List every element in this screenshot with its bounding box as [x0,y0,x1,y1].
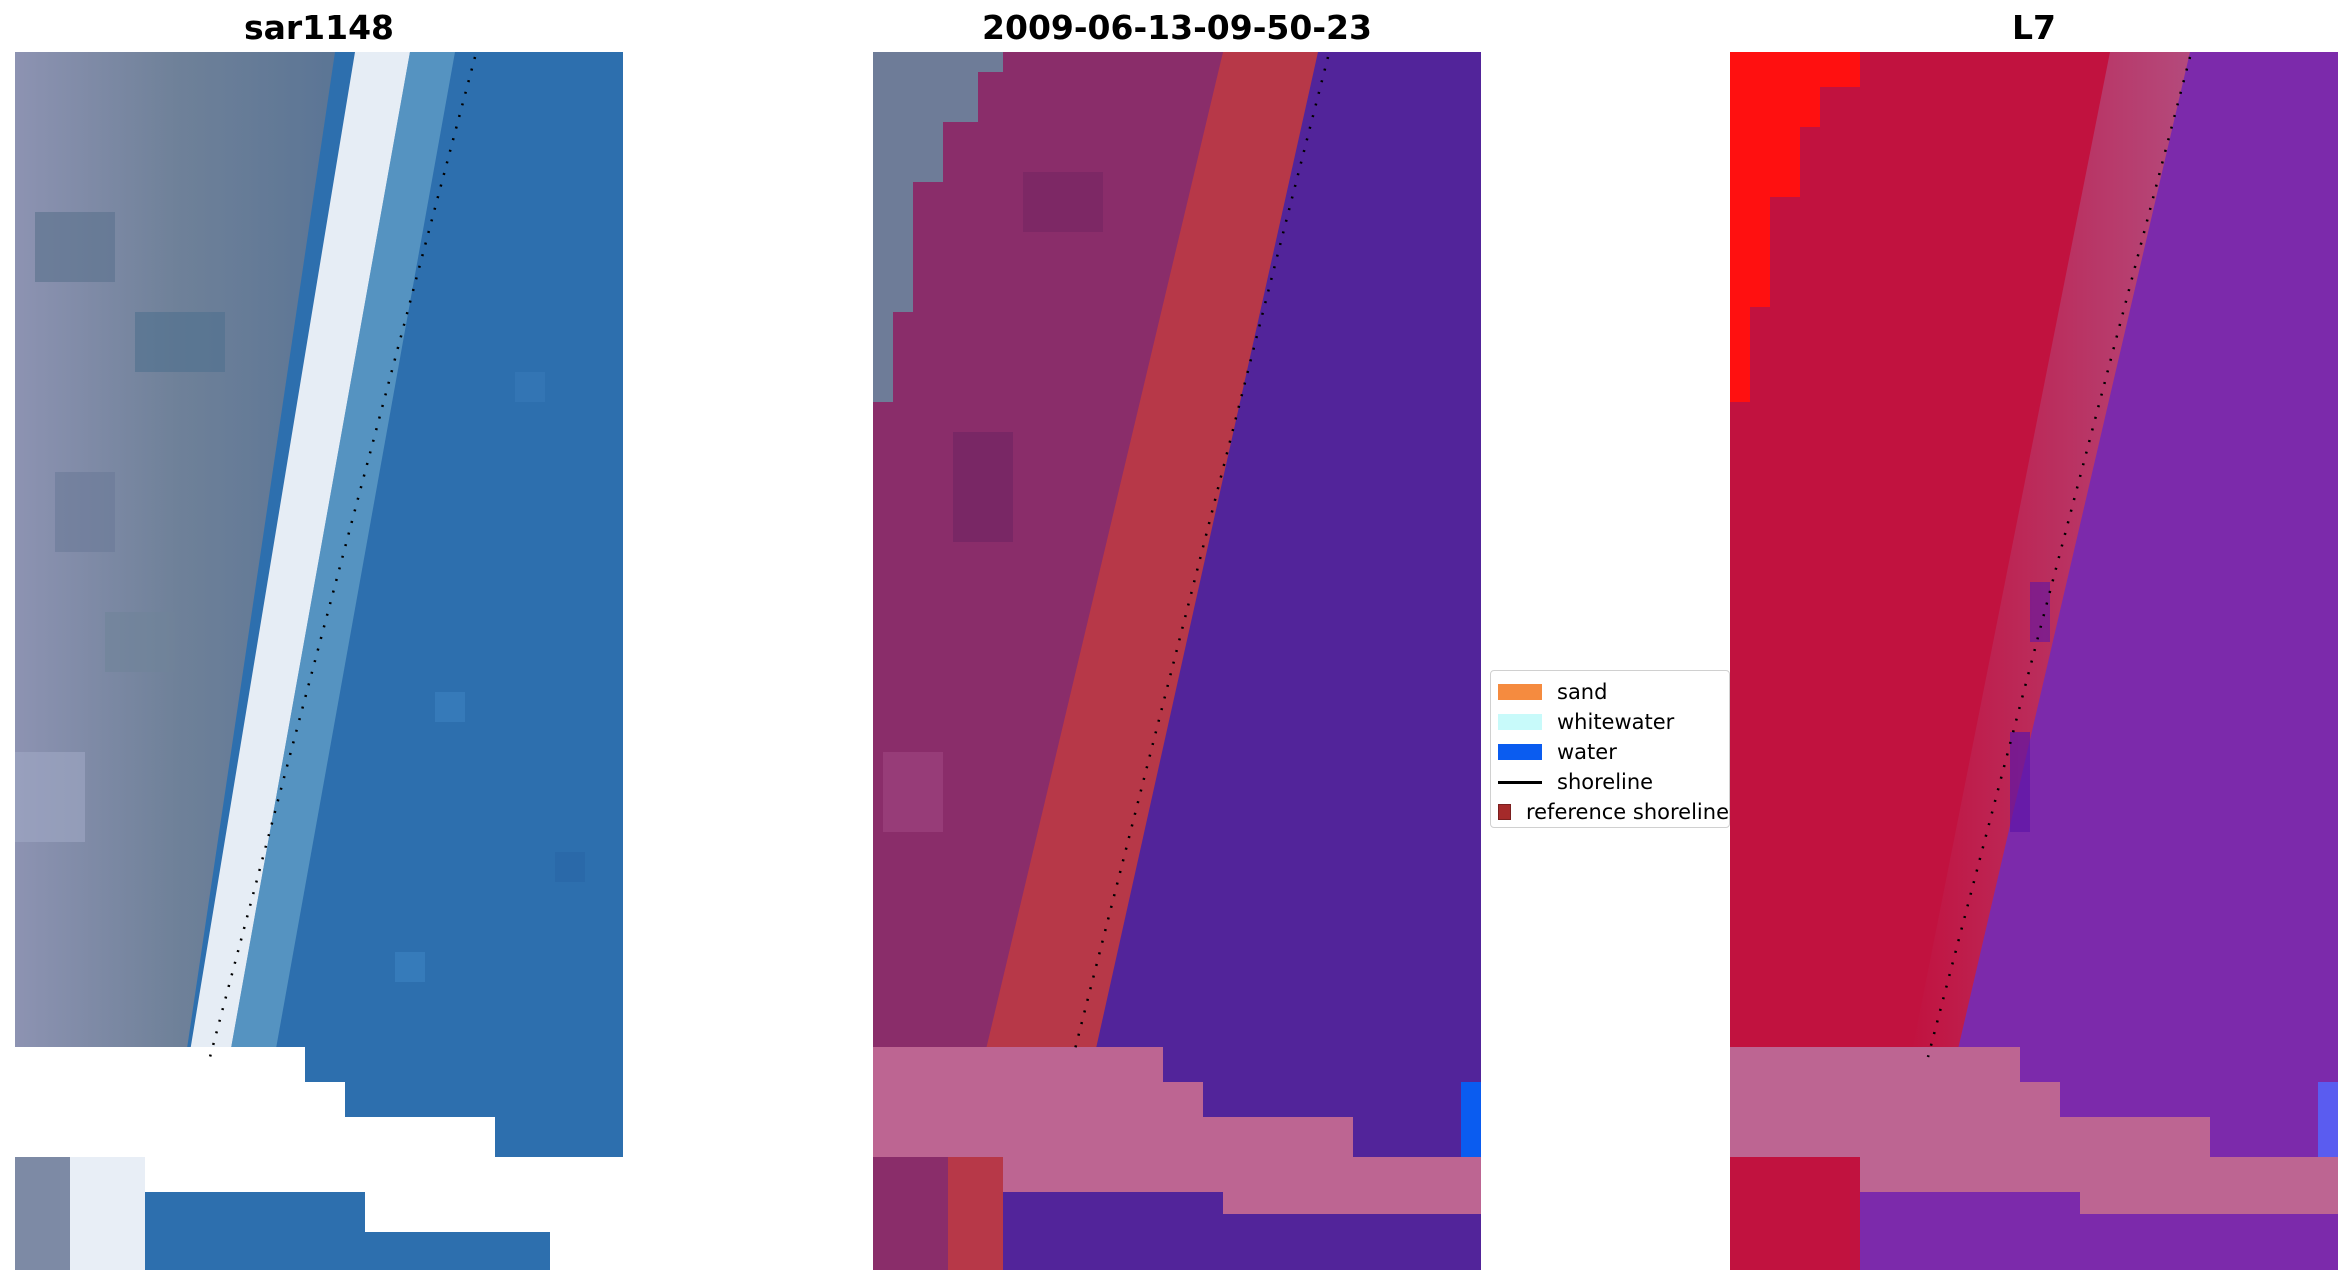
rgb-image-panel [15,52,623,1270]
legend: sand whitewater water shoreline referenc… [1490,670,1730,828]
legend-item-whitewater: whitewater [1491,707,1729,737]
nodata-strip [15,1047,623,1214]
whitewater-swatch [1498,714,1542,730]
legend-label: sand [1557,680,1608,704]
legend-label: water [1557,740,1617,764]
classified-image-panel [873,52,1481,1270]
title-left-panel: sar1148 [243,8,395,47]
water-edge [1461,1082,1481,1157]
shoreline [208,56,477,1058]
water-edge [2318,1082,2338,1157]
sand-swatch [1498,684,1542,700]
rgb-image [15,52,623,1270]
water-swatch [1498,744,1542,760]
surf-zone [185,52,410,1082]
index-image-panel [1730,52,2338,1270]
legend-item-shoreline: shoreline [1491,767,1729,797]
legend-label: reference shoreline [1525,800,1729,824]
classified-image [873,52,1481,1270]
reference-band [983,52,1318,1062]
legend-item-reference-shoreline: reference shoreline [1491,797,1729,827]
title-middle-panel: 2009-06-13-09-50-23 [982,8,1372,47]
transition-band [1910,52,2190,1062]
hot-patch [1730,52,1860,402]
shoreline [1926,56,2192,1058]
title-right-panel: L7 [2012,8,2056,47]
land-area [15,52,335,1062]
legend-item-water: water [1491,737,1729,767]
reference-shoreline-swatch [1498,804,1511,820]
land-index [1730,52,2160,1062]
index-image [1730,52,2338,1270]
land-class [873,52,1223,1062]
grey-patch [873,52,1003,402]
legend-label: shoreline [1557,770,1654,794]
legend-item-sand: sand [1491,677,1729,707]
shoreline [1071,56,1330,1058]
legend-label: whitewater [1557,710,1675,734]
shoreline-line-swatch [1498,780,1542,784]
